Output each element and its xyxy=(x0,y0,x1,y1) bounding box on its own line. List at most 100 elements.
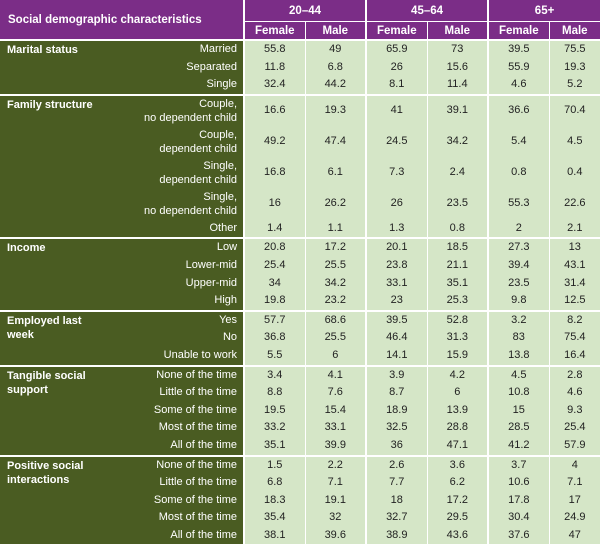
row-label-line: Single, xyxy=(203,191,238,204)
table-header: Social demographic characteristics 20–44… xyxy=(0,0,600,41)
sex-header: Male xyxy=(304,21,367,40)
value-cell: 24.5 xyxy=(365,126,428,158)
value-cell: 2 xyxy=(487,219,550,239)
value-cell: 26 xyxy=(365,188,428,220)
value-cell: 7.1 xyxy=(548,474,600,492)
row-label: No xyxy=(111,329,245,347)
row-label: Single, no dependent child xyxy=(111,188,245,220)
table-row: All of the time 38.1 39.6 38.9 43.6 37.6 47 xyxy=(0,526,600,545)
value-cell: 49.2 xyxy=(243,126,306,158)
value-cell: 33.1 xyxy=(365,274,428,293)
value-cell: 34 xyxy=(243,274,306,293)
value-cell: 23.5 xyxy=(487,274,550,293)
value-cell: 1.1 xyxy=(304,219,367,239)
value-cell: 34.2 xyxy=(304,274,367,293)
value-cell: 2.8 xyxy=(548,364,600,385)
row-label-line: Separated xyxy=(186,60,238,73)
value-cell: 39.4 xyxy=(487,256,550,275)
row-label-line: Married xyxy=(199,43,238,55)
value-cell: 2.2 xyxy=(304,454,367,475)
value-cell: 8.8 xyxy=(243,384,306,402)
row-label-line: All of the time xyxy=(170,438,238,451)
value-cell: 70.4 xyxy=(548,93,600,127)
value-cell: 32 xyxy=(304,509,367,527)
row-label-line: Lower-mid xyxy=(185,258,238,271)
value-cell: 28.5 xyxy=(487,419,550,437)
value-cell: 44.2 xyxy=(304,76,367,95)
value-cell: 15.4 xyxy=(304,401,367,420)
value-cell: 32.5 xyxy=(365,419,428,437)
value-cell: 19.3 xyxy=(304,93,367,127)
row-label-line: Couple, xyxy=(199,98,238,111)
value-cell: 47 xyxy=(548,526,600,545)
row-label-line: Low xyxy=(216,241,238,254)
value-cell: 12.5 xyxy=(548,292,600,311)
value-cell: 36.6 xyxy=(487,93,550,127)
age-group-header: 65+ xyxy=(487,0,600,22)
value-cell: 10.6 xyxy=(487,474,550,492)
value-cell: 5.5 xyxy=(243,346,306,366)
value-cell: 25.4 xyxy=(243,256,306,275)
value-cell: 4.6 xyxy=(487,76,550,95)
value-cell: 26 xyxy=(365,58,428,77)
value-cell: 18.5 xyxy=(426,237,489,257)
row-label: Yes xyxy=(111,309,245,330)
table-row: Employed last week Yes 57.7 68.6 39.5 52.8 3.2… xyxy=(0,309,600,366)
row-label: None of the time xyxy=(111,364,245,385)
value-cell: 39.5 xyxy=(487,39,550,59)
value-cell: 11.8 xyxy=(243,58,306,77)
value-cell: 7.1 xyxy=(304,474,367,492)
value-cell: 20.8 xyxy=(243,237,306,257)
value-cell: 17 xyxy=(548,491,600,510)
value-cell: 3.4 xyxy=(243,364,306,385)
value-cell: 73 xyxy=(426,39,489,59)
value-cell: 25.3 xyxy=(426,292,489,311)
row-label: Little of the time xyxy=(111,384,245,402)
row-label: Some of the time xyxy=(111,401,245,420)
value-cell: 3.9 xyxy=(365,364,428,385)
value-cell: 13.9 xyxy=(426,401,489,420)
row-label: Married xyxy=(111,39,245,59)
row-label: Unable to work xyxy=(111,346,245,366)
sex-header: Male xyxy=(426,21,489,40)
value-cell: 16.6 xyxy=(243,93,306,127)
row-label-line: Most of the time xyxy=(158,511,238,524)
row-label: Single, dependent child xyxy=(111,157,245,189)
value-cell: 17.2 xyxy=(426,491,489,510)
value-cell: 23.5 xyxy=(426,188,489,220)
value-cell: 38.1 xyxy=(243,526,306,545)
value-cell: 19.3 xyxy=(548,58,600,77)
row-label-line: None of the time xyxy=(156,458,238,471)
row-label: Most of the time xyxy=(111,419,245,437)
value-cell: 13 xyxy=(548,237,600,257)
value-cell: 65.9 xyxy=(365,39,428,59)
value-cell: 16.8 xyxy=(243,157,306,189)
value-cell: 25.4 xyxy=(548,419,600,437)
row-label: None of the time xyxy=(111,454,245,475)
row-label-line: All of the time xyxy=(170,528,238,541)
section-label: Marital status xyxy=(0,39,111,95)
value-cell: 5.4 xyxy=(487,126,550,158)
value-cell: 2.4 xyxy=(426,157,489,189)
value-cell: 7.3 xyxy=(365,157,428,189)
row-label: Separated xyxy=(111,58,245,77)
value-cell: 7.7 xyxy=(365,474,428,492)
row-label-line: Yes xyxy=(219,313,238,326)
value-cell: 14.1 xyxy=(365,346,428,366)
table-row: High 19.8 23.2 23 25.3 9.8 12.5 xyxy=(0,292,600,311)
value-cell: 1.4 xyxy=(243,219,306,239)
value-cell: 46.4 xyxy=(365,329,428,347)
row-label-line: no dependent child xyxy=(144,112,238,125)
value-cell: 36.8 xyxy=(243,329,306,347)
value-cell: 23.2 xyxy=(304,292,367,311)
table-row: Upper-mid 34 34.2 33.1 35.1 23.5 31.4 xyxy=(0,274,600,293)
section-label: Family structure xyxy=(0,93,111,239)
value-cell: 6.2 xyxy=(426,474,489,492)
value-cell: 23 xyxy=(365,292,428,311)
value-cell: 32.4 xyxy=(243,76,306,95)
value-cell: 3.2 xyxy=(487,309,550,330)
row-label-line: Little of the time xyxy=(159,476,238,489)
row-label-line: no dependent child xyxy=(144,205,238,218)
row-label: Single xyxy=(111,76,245,95)
